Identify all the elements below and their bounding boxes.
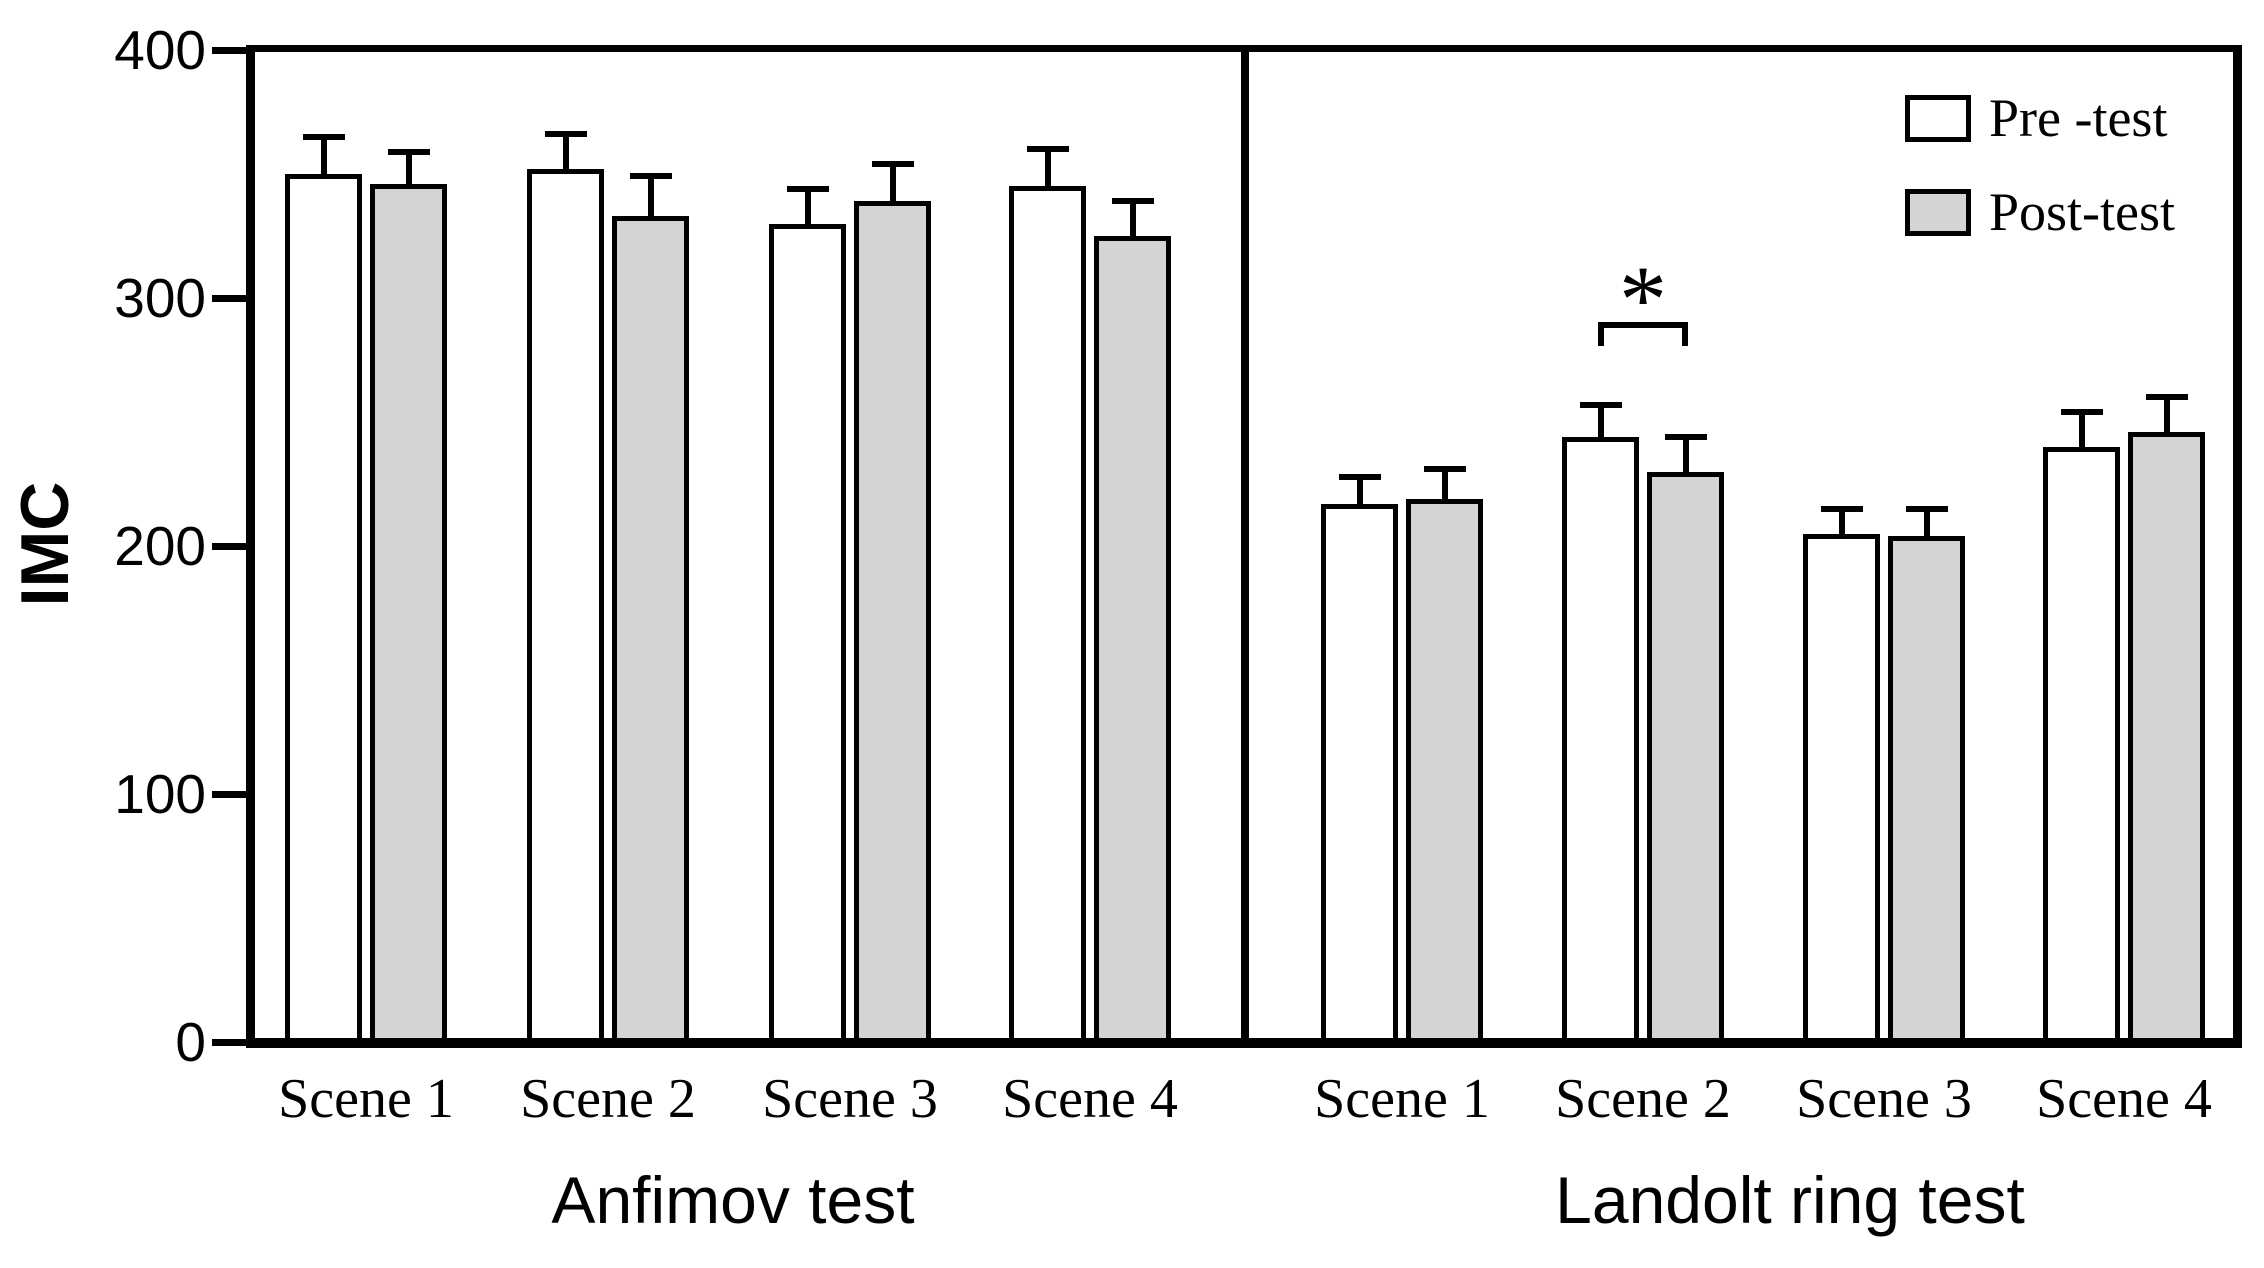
y-tick bbox=[212, 294, 246, 302]
error-bar-stem bbox=[1923, 508, 1930, 547]
x-tick-label: Scene 4 bbox=[2036, 1068, 2212, 1130]
bar-landolt-scene3-pre bbox=[1803, 533, 1880, 1048]
x-tick-label: Scene 3 bbox=[762, 1068, 938, 1130]
error-bar-cap bbox=[387, 148, 430, 155]
error-bar-cap bbox=[1905, 505, 1948, 512]
y-tick bbox=[212, 1038, 246, 1046]
error-bar-stem bbox=[562, 134, 569, 180]
significance-bracket-leg bbox=[1598, 322, 1604, 346]
y-tick-label: 0 bbox=[175, 1011, 206, 1073]
bar-landolt-scene2-pre bbox=[1562, 436, 1639, 1048]
error-bar-stem bbox=[1129, 201, 1136, 246]
error-bar-cap bbox=[302, 133, 345, 140]
y-tick bbox=[212, 46, 246, 54]
significance-bracket-bar bbox=[1598, 322, 1688, 328]
bar-anfimov-scene3-pre bbox=[769, 223, 846, 1048]
error-bar-stem bbox=[889, 164, 896, 212]
panel-title-anfimov: Anfimov test bbox=[551, 1163, 915, 1237]
error-bar-cap bbox=[1664, 433, 1707, 440]
y-tick-label: 200 bbox=[114, 515, 206, 577]
error-bar-cap bbox=[1026, 146, 1069, 153]
bar-landolt-scene1-post bbox=[1406, 498, 1483, 1048]
legend-label-pretest: Pre -test bbox=[1989, 88, 2168, 148]
legend-row-posttest: Post-test bbox=[1905, 182, 2176, 242]
error-bar-stem bbox=[1441, 469, 1448, 509]
legend-row-pretest: Pre -test bbox=[1905, 88, 2175, 148]
legend: Pre -test Post-test bbox=[1905, 88, 2176, 283]
error-bar-cap bbox=[2145, 394, 2188, 401]
bar-anfimov-scene2-post bbox=[612, 216, 689, 1048]
error-bar-stem bbox=[647, 176, 654, 227]
error-bar-stem bbox=[2078, 412, 2085, 457]
x-tick-label: Scene 1 bbox=[278, 1068, 454, 1130]
panel-divider bbox=[1241, 45, 1249, 1048]
legend-label-posttest: Post-test bbox=[1989, 182, 2176, 242]
bar-landolt-scene2-post bbox=[1647, 471, 1724, 1048]
error-bar-cap bbox=[1338, 473, 1381, 480]
bar-anfimov-scene3-post bbox=[854, 201, 931, 1048]
error-bar-stem bbox=[405, 151, 412, 194]
error-bar-cap bbox=[1579, 401, 1622, 408]
error-bar-cap bbox=[871, 161, 914, 168]
y-tick bbox=[212, 542, 246, 550]
error-bar-cap bbox=[786, 185, 829, 192]
y-tick-label: 300 bbox=[114, 267, 206, 329]
significance-bracket-leg bbox=[1682, 322, 1688, 346]
x-tick-label: Scene 3 bbox=[1796, 1068, 1972, 1130]
bar-anfimov-scene4-pre bbox=[1009, 186, 1086, 1048]
error-bar-stem bbox=[804, 188, 811, 234]
bar-landolt-scene4-pre bbox=[2043, 446, 2120, 1048]
error-bar-stem bbox=[320, 136, 327, 184]
bar-anfimov-scene1-post bbox=[370, 183, 447, 1048]
bar-anfimov-scene2-pre bbox=[527, 169, 604, 1048]
bar-landolt-scene1-pre bbox=[1321, 503, 1398, 1048]
y-tick-label: 100 bbox=[114, 763, 206, 825]
legend-swatch-posttest bbox=[1905, 189, 1971, 236]
bar-anfimov-scene4-post bbox=[1094, 236, 1171, 1048]
error-bar-cap bbox=[1820, 505, 1863, 512]
error-bar-stem bbox=[1356, 476, 1363, 514]
bar-landolt-scene3-post bbox=[1888, 536, 1965, 1048]
error-bar-cap bbox=[1111, 198, 1154, 205]
x-tick-label: Scene 4 bbox=[1002, 1068, 1178, 1130]
x-tick-label: Scene 2 bbox=[520, 1068, 696, 1130]
error-bar-stem bbox=[2163, 397, 2170, 442]
y-tick-label: 400 bbox=[114, 19, 206, 81]
legend-swatch-pretest bbox=[1905, 95, 1971, 142]
x-tick-label: Scene 1 bbox=[1314, 1068, 1490, 1130]
error-bar-cap bbox=[1423, 466, 1466, 473]
y-tick bbox=[212, 790, 246, 798]
plot-frame-left bbox=[246, 45, 255, 1048]
error-bar-cap bbox=[2060, 409, 2103, 416]
error-bar-cap bbox=[629, 173, 672, 180]
plot-frame-right bbox=[2233, 45, 2242, 1048]
x-tick-label: Scene 2 bbox=[1555, 1068, 1731, 1130]
error-bar-stem bbox=[1838, 508, 1845, 544]
panel-title-landolt: Landolt ring test bbox=[1555, 1163, 2025, 1237]
error-bar-cap bbox=[544, 131, 587, 138]
error-bar-stem bbox=[1597, 404, 1604, 447]
error-bar-stem bbox=[1682, 436, 1689, 482]
error-bar-stem bbox=[1044, 149, 1051, 197]
bar-anfimov-scene1-pre bbox=[285, 174, 362, 1048]
bar-landolt-scene4-post bbox=[2128, 431, 2205, 1048]
significance-asterisk: * bbox=[1619, 246, 1667, 353]
